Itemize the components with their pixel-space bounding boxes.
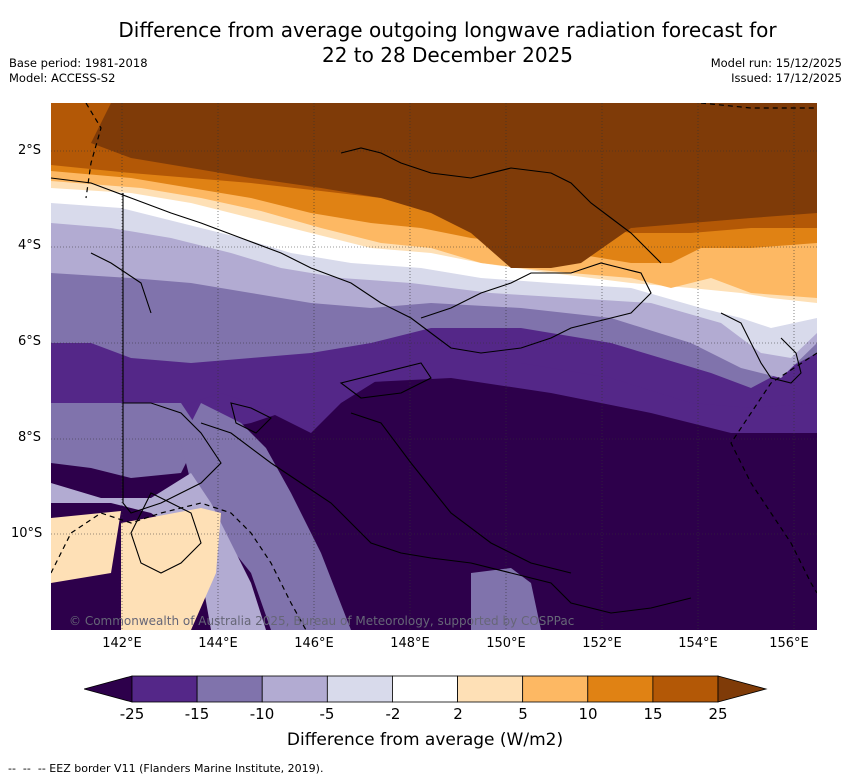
colorbar-cell-2 [261,675,328,703]
colorbar-label-5: 2 [453,705,463,723]
graticule [51,103,817,630]
colorbar-label-7: 10 [578,705,598,723]
coastlines [51,147,802,614]
colorbar-label-6: 5 [518,705,528,723]
eez-legend-dash-icon: -- -- [8,762,38,775]
meta-right: Model run: 15/12/2025 Issued: 17/12/2025 [711,56,842,86]
colorbar-extend-max [717,675,768,703]
colorbar-cells [131,675,719,703]
colorbar-cell-0 [131,675,198,703]
colorbar-cell-5 [457,675,524,703]
colorbar-extend-min [84,675,133,703]
lon-tick-148e: 148°E [390,636,430,651]
colorbar-cell-4 [392,675,458,703]
lon-tick-150e: 150°E [486,636,526,651]
colorbar-label-9: 25 [708,705,728,723]
band-minus10-sw [51,403,201,478]
lon-tick-156e: 156°E [769,636,809,651]
olr-anomaly-map [51,103,817,630]
colorbar-cell-7 [587,675,654,703]
colorbar-cell-1 [196,675,263,703]
lon-tick-152e: 152°E [582,636,622,651]
band-above-25 [91,103,817,268]
lon-tick-142e: 142°E [102,636,142,651]
map-title-line2: 22 to 28 December 2025 [321,43,573,67]
colorbar-label-8: 15 [643,705,663,723]
colorbar-cell-3 [326,675,393,703]
colorbar-label-3: -5 [319,705,335,723]
base-period: Base period: 1981-2018 [9,56,148,70]
colorbar-cell-6 [522,675,589,703]
meta-left: Base period: 1981-2018 Model: ACCESS-S2 [9,56,148,86]
lat-tick-6s: 6°S [18,334,42,349]
lon-tick-154e: 154°E [678,636,718,651]
lat-tick-8s: 8°S [18,430,42,445]
eez-legend-text: -- EEZ border V11 (Flanders Marine Insti… [37,762,324,775]
colorbar-label-0: -25 [119,705,145,723]
colorbar-label-1: -15 [184,705,210,723]
colorbar-title: Difference from average (W/m2) [286,730,564,750]
issued-date: Issued: 17/12/2025 [731,71,842,85]
lon-tick-146e: 146°E [294,636,334,651]
map-title: Difference from average outgoing longwav… [60,18,835,68]
band-minus10-south [181,403,351,630]
map-canvas [51,103,817,630]
eez-legend: -- -- -- EEZ border V11 (Flanders Marine… [8,762,323,775]
lon-tick-144e: 144°E [198,636,238,651]
colorbar-label-2: -10 [249,705,275,723]
map-title-line1: Difference from average outgoing longwav… [118,18,777,42]
band-2-5-southwest [51,511,121,583]
eez-borders [51,103,817,630]
model-name: Model: ACCESS-S2 [9,71,116,85]
copyright-notice: © Commonwealth of Australia 2025, Bureau… [69,614,575,628]
lat-tick-2s: 2°S [18,143,42,158]
lat-tick-4s: 4°S [18,238,42,253]
colorbar-cell-8 [652,675,719,703]
lat-tick-10s: 10°S [11,526,43,541]
band-2-5-south [121,508,221,630]
model-run: Model run: 15/12/2025 [710,56,842,70]
colorbar-label-4: -2 [385,705,401,723]
colorbar [84,675,768,703]
